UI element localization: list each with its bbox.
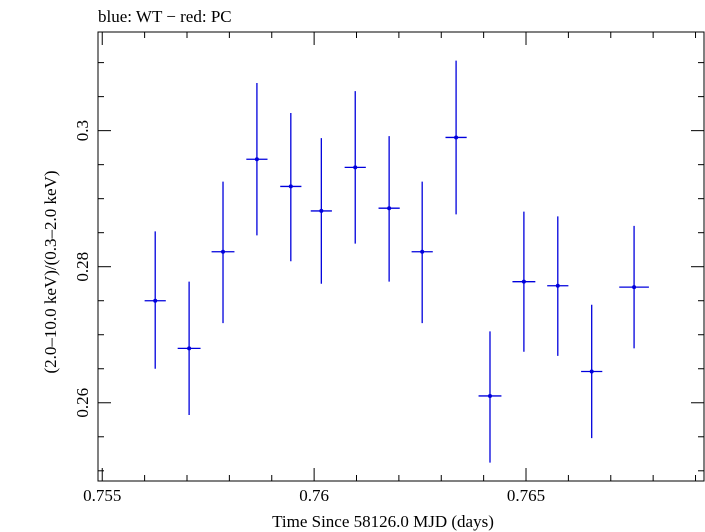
- x-tick-labels: 0.755 0.76 0.765: [83, 486, 545, 505]
- data-point: [632, 285, 637, 290]
- data-point: [521, 279, 526, 284]
- axis-ticks: [98, 32, 704, 481]
- data-point: [487, 393, 492, 398]
- data-point: [254, 157, 259, 162]
- data-point: [221, 249, 226, 254]
- x-axis-label: Time Since 58126.0 MJD (days): [272, 512, 494, 531]
- y-tick-label: 0.28: [73, 252, 92, 282]
- data-point: [319, 208, 324, 213]
- x-tick-label: 0.755: [83, 486, 121, 505]
- data-point: [187, 346, 192, 351]
- data-point: [589, 369, 594, 374]
- data-point: [454, 135, 459, 140]
- data-point: [353, 165, 358, 170]
- y-tick-label: 0.3: [73, 120, 92, 141]
- x-tick-label: 0.76: [299, 486, 329, 505]
- plot-frame: [97, 31, 705, 482]
- x-tick-label: 0.765: [507, 486, 545, 505]
- y-tick-label: 0.26: [73, 388, 92, 418]
- data-point: [288, 184, 293, 189]
- data-point: [387, 206, 392, 211]
- data-series: [144, 60, 649, 463]
- chart-title: blue: WT − red: PC: [98, 7, 232, 26]
- y-axis-label: (2.0–10.0 keV)/(0.3–2.0 keV): [41, 170, 60, 373]
- data-point: [420, 249, 425, 254]
- y-tick-labels: 0.26 0.28 0.3: [73, 120, 92, 418]
- data-point: [153, 298, 158, 303]
- data-point: [555, 283, 560, 288]
